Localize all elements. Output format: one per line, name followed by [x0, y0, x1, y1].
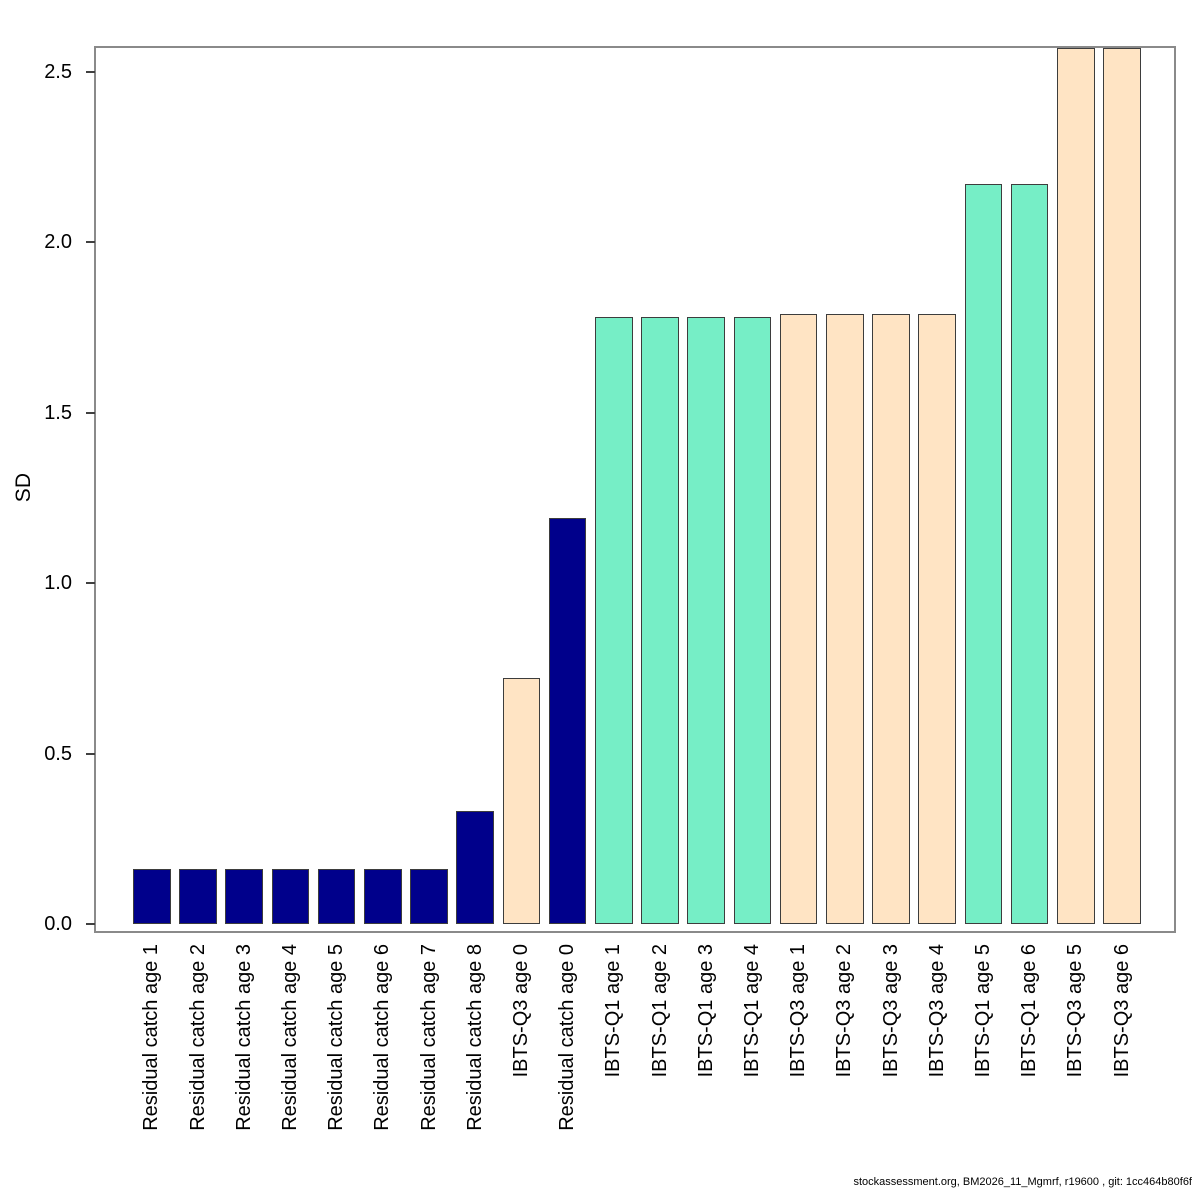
x-tick-label: Residual catch age 3 [221, 944, 267, 1169]
bar-ibts-q3-age-3 [872, 313, 910, 924]
bar-ibts-q3-age-0 [502, 678, 541, 924]
y-axis-title: SD [4, 388, 44, 588]
x-tick-label-text: Residual catch age 3 [232, 944, 255, 1131]
x-tick-label-text: Residual catch age 1 [140, 944, 163, 1131]
x-tick-label: Residual catch age 2 [175, 944, 221, 1169]
x-tick-label: IBTS-Q3 age 5 [1053, 944, 1099, 1169]
bar-ibts-q3-age-2 [826, 313, 864, 924]
bar-ibts-q3-age-1 [779, 313, 818, 924]
y-tick-label: 1.5 [44, 401, 72, 424]
x-tick-label-text: IBTS-Q3 age 1 [787, 944, 810, 1078]
bar-residual-catch-age-2 [179, 869, 217, 924]
y-tick-mark [86, 411, 95, 414]
x-tick-label: IBTS-Q1 age 6 [1007, 944, 1053, 1169]
bar-ibts-q1-age-4 [733, 317, 772, 924]
x-tick-label-text: Residual catch age 5 [325, 944, 348, 1131]
y-tick-label: 2.0 [44, 231, 72, 253]
x-tick-label-text: Residual catch age 2 [186, 944, 209, 1131]
x-tick-label-text: IBTS-Q3 age 3 [879, 944, 902, 1078]
bar-ibts-q1-age-3 [687, 317, 725, 924]
x-tick-label-text: Residual catch age 4 [278, 944, 301, 1131]
x-tick-label-text: IBTS-Q1 age 3 [694, 944, 717, 1078]
x-tick-label-text: Residual catch age 8 [463, 944, 486, 1131]
x-tick-label: IBTS-Q3 age 0 [498, 944, 544, 1169]
x-tick-label: IBTS-Q1 age 4 [729, 944, 775, 1169]
bar-ibts-q3-age-4 [918, 313, 956, 924]
bar-ibts-q1-age-1 [595, 317, 633, 924]
y-tick-label: 0.5 [44, 742, 72, 765]
bar-residual-catch-age-6 [364, 869, 402, 924]
x-tick-label: IBTS-Q1 age 1 [591, 944, 637, 1169]
y-tick-mark [86, 752, 95, 755]
x-tick-label: Residual catch age 4 [267, 944, 313, 1169]
x-tick-label: Residual catch age 7 [406, 944, 452, 1169]
y-axis-title-text: SD [12, 473, 35, 503]
bar-residual-catch-age-1 [133, 869, 171, 924]
bar-residual-catch-age-0 [548, 518, 587, 924]
bar-residual-catch-age-3 [225, 869, 263, 924]
x-tick-label-text: IBTS-Q1 age 5 [971, 944, 994, 1078]
x-tick-label: IBTS-Q3 age 2 [822, 944, 868, 1169]
x-tick-label-text: IBTS-Q1 age 1 [602, 944, 625, 1078]
bar-ibts-q3-age-6 [1103, 47, 1141, 924]
x-tick-label-text: IBTS-Q1 age 2 [648, 944, 671, 1078]
x-tick-label-text: Residual catch age 0 [556, 944, 579, 1131]
bar-ibts-q1-age-2 [641, 317, 679, 924]
x-tick-label: Residual catch age 0 [545, 944, 591, 1169]
bar-ibts-q3-age-5 [1057, 47, 1095, 924]
x-tick-label: IBTS-Q1 age 2 [637, 944, 683, 1169]
y-tick-mark [86, 241, 95, 243]
y-tick-label: 2.5 [44, 60, 72, 83]
y-tick-mark [86, 70, 95, 73]
x-tick-label-text: IBTS-Q3 age 6 [1110, 944, 1133, 1078]
x-tick-label-text: IBTS-Q1 age 4 [740, 944, 763, 1078]
x-tick-label: Residual catch age 6 [360, 944, 406, 1169]
bar-ibts-q1-age-6 [1010, 184, 1049, 924]
x-tick-label: Residual catch age 8 [452, 944, 498, 1169]
x-tick-label: IBTS-Q3 age 4 [914, 944, 960, 1169]
bar-residual-catch-age-7 [410, 869, 448, 924]
bar-residual-catch-age-5 [317, 869, 356, 924]
y-tick-label: 0.0 [44, 913, 72, 935]
x-tick-label-text: IBTS-Q1 age 6 [1018, 944, 1041, 1078]
x-tick-label-text: Residual catch age 6 [371, 944, 394, 1131]
x-tick-label-text: IBTS-Q3 age 5 [1064, 944, 1087, 1078]
x-tick-label: IBTS-Q1 age 3 [683, 944, 729, 1169]
x-tick-label: IBTS-Q3 age 6 [1099, 944, 1145, 1169]
y-tick-label: 1.0 [44, 572, 72, 594]
x-tick-label-text: IBTS-Q3 age 4 [925, 944, 948, 1078]
footer-attribution: stockassessment.org, BM2026_11_Mgmrf, r1… [853, 1176, 1192, 1188]
plot-area-frame [94, 46, 1176, 933]
x-tick-label: IBTS-Q3 age 3 [868, 944, 914, 1169]
x-tick-label-text: Residual catch age 7 [417, 944, 440, 1131]
y-tick-mark [86, 582, 95, 584]
x-tick-label: IBTS-Q3 age 1 [776, 944, 822, 1169]
bar-residual-catch-age-4 [271, 869, 310, 924]
x-tick-label-text: IBTS-Q3 age 2 [833, 944, 856, 1078]
x-tick-label: Residual catch age 5 [314, 944, 360, 1169]
y-tick-mark [86, 923, 95, 925]
x-tick-label-text: IBTS-Q3 age 0 [509, 944, 532, 1078]
x-tick-label: Residual catch age 1 [129, 944, 175, 1169]
bar-residual-catch-age-8 [456, 811, 494, 924]
x-tick-label: IBTS-Q1 age 5 [960, 944, 1006, 1169]
bar-ibts-q1-age-5 [964, 184, 1003, 924]
